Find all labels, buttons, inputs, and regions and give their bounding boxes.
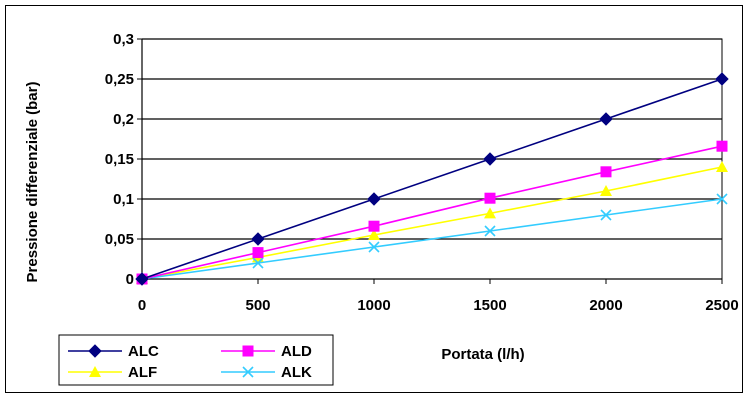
data-point-alc bbox=[599, 112, 613, 126]
chart-frame: 0 0,05 0,1 0,15 0,2 0,25 0,3 0 500 1000 1500 2000 2… bbox=[5, 5, 743, 393]
data-point-alf bbox=[368, 229, 380, 240]
series-line-alc bbox=[141, 78, 723, 280]
legend-label: ALD bbox=[281, 343, 312, 360]
series-line-alf bbox=[141, 166, 723, 280]
data-point-alk bbox=[484, 225, 496, 237]
data-point-alk-stroke bbox=[252, 257, 264, 269]
data-point-alk bbox=[716, 193, 728, 205]
line-chart: 0 0,05 0,1 0,15 0,2 0,25 0,3 0 500 1000 1500 2000 2… bbox=[24, 31, 739, 386]
data-point-alk bbox=[252, 257, 264, 269]
y-tick-label: 0 bbox=[126, 271, 134, 288]
x-tick-label: 0 bbox=[138, 297, 146, 314]
x-axis-tick-labels: 0 500 1000 1500 2000 2500 bbox=[138, 297, 739, 314]
legend-item-ald: ALD bbox=[221, 343, 312, 360]
series-alc bbox=[135, 72, 729, 286]
legend-label: ALK bbox=[281, 364, 312, 381]
data-point-alc bbox=[251, 232, 265, 246]
data-point-alc bbox=[483, 152, 497, 166]
legend-marker bbox=[242, 345, 254, 357]
x-tick-label: 1500 bbox=[473, 297, 506, 314]
x-tick-label: 2000 bbox=[589, 297, 622, 314]
legend-item-alf: ALF bbox=[68, 364, 157, 381]
y-tick-label: 0,3 bbox=[113, 31, 134, 48]
y-tick-label: 0,2 bbox=[113, 111, 134, 128]
y-tick-label: 0,1 bbox=[113, 191, 134, 208]
x-axis-title: Portata (l/h) bbox=[441, 346, 524, 363]
legend-label: ALC bbox=[128, 343, 159, 360]
data-point-alk-stroke bbox=[484, 225, 496, 237]
legend-item-alk: ALK bbox=[221, 364, 312, 381]
y-tick-label: 0,05 bbox=[105, 231, 134, 248]
data-point-alk-stroke bbox=[600, 209, 612, 221]
legend-marker bbox=[242, 366, 254, 378]
plot-area bbox=[137, 38, 723, 284]
data-point-alk-stroke bbox=[368, 241, 380, 253]
data-point-alf bbox=[484, 207, 496, 219]
data-point-alc bbox=[367, 192, 381, 206]
data-point-alf bbox=[600, 185, 612, 196]
data-point-alk-stroke bbox=[716, 193, 728, 205]
data-point-alc bbox=[715, 72, 729, 86]
data-point-alk bbox=[600, 209, 612, 221]
series-line-ald bbox=[141, 145, 723, 280]
data-point-alf bbox=[716, 161, 728, 172]
y-tick-label: 0,25 bbox=[105, 71, 134, 88]
data-point-ald bbox=[484, 192, 496, 204]
x-tick-label: 500 bbox=[245, 297, 270, 314]
data-point-ald bbox=[252, 247, 264, 259]
y-axis-title: Pressione differenziale (bar) bbox=[24, 82, 41, 283]
x-tick-label: 2500 bbox=[705, 297, 738, 314]
legend-box bbox=[58, 334, 334, 386]
data-point-alc bbox=[135, 272, 149, 286]
legend-marker bbox=[89, 366, 101, 377]
legend-marker-stroke bbox=[242, 366, 254, 378]
legend-marker bbox=[88, 344, 102, 358]
data-point-ald bbox=[600, 166, 612, 178]
y-tick-label: 0,15 bbox=[105, 151, 134, 168]
data-point-alk bbox=[368, 241, 380, 253]
x-tick-label: 1000 bbox=[357, 297, 390, 314]
legend-label: ALF bbox=[128, 364, 157, 381]
series-layer bbox=[135, 72, 729, 286]
y-axis-tick-labels: 0 0,05 0,1 0,15 0,2 0,25 0,3 bbox=[105, 31, 134, 288]
legend: ALC ALD ALF ALK bbox=[58, 334, 334, 386]
data-point-ald bbox=[716, 140, 728, 152]
legend-item-alc: ALC bbox=[68, 343, 159, 360]
data-point-ald bbox=[368, 220, 380, 232]
series-line-alk bbox=[141, 198, 723, 280]
